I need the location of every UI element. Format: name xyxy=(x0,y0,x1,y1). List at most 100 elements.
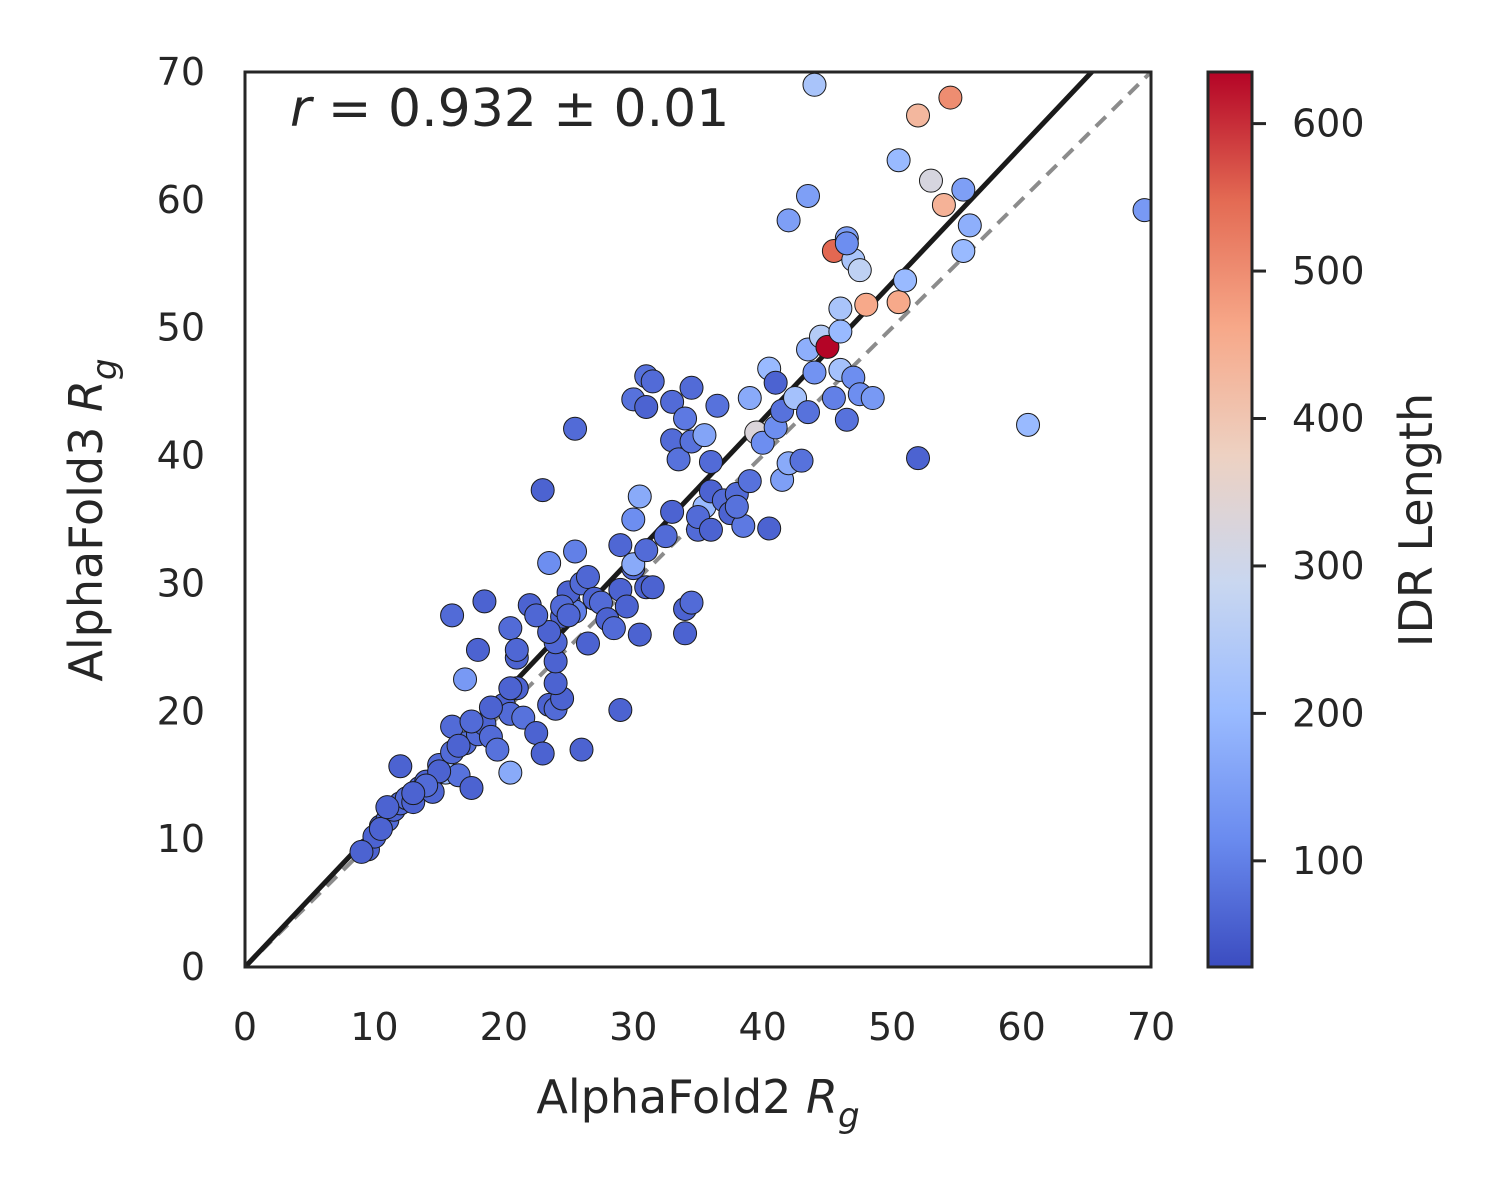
scatter-point xyxy=(563,416,588,441)
scatter-point xyxy=(575,631,600,656)
scatter-point xyxy=(886,148,911,173)
scatter-point xyxy=(692,423,717,448)
scatter-point xyxy=(1132,198,1151,223)
scatter-point xyxy=(653,524,678,549)
scatter-point xyxy=(627,622,652,647)
scatter-point xyxy=(569,737,594,762)
colorbar-ticks: 100 200 300 400 500 600 xyxy=(1252,102,1365,883)
x-tick-label: 0 xyxy=(233,1005,257,1049)
y-axis-label: AlphaFold3 Rg xyxy=(59,358,125,681)
colorbar-tick-label: 400 xyxy=(1292,396,1365,440)
scatter-point xyxy=(537,550,562,575)
x-tick-label: 70 xyxy=(1127,1005,1175,1049)
scatter-point xyxy=(802,72,827,97)
colorbar-tick-label: 300 xyxy=(1292,544,1365,588)
y-tick-label: 10 xyxy=(157,817,205,861)
scatter-point xyxy=(575,565,600,590)
scatter-point xyxy=(498,676,523,701)
correlation-value: = 0.932 ± 0.01 xyxy=(311,79,729,139)
scatter-point xyxy=(834,231,859,256)
plot-frame xyxy=(243,70,1153,969)
scatter-point xyxy=(446,733,471,758)
scatter-point xyxy=(705,393,730,418)
scatter-point xyxy=(472,589,497,614)
y-tick-label: 60 xyxy=(157,178,205,222)
scatter-point xyxy=(698,517,723,542)
x-tick-label: 50 xyxy=(868,1005,916,1049)
scatter-point xyxy=(906,446,931,471)
colorbar-gradient xyxy=(1206,70,1254,969)
scatter-point xyxy=(828,319,853,344)
scatter-point xyxy=(608,533,633,558)
scatter-point xyxy=(886,290,911,315)
colorbar-tick-label: 500 xyxy=(1292,249,1365,293)
y-tick-label: 0 xyxy=(181,945,205,989)
colorbar: 100 200 300 400 500 600 IDR Length xyxy=(1206,70,1443,969)
x-axis-label: AlphaFold2 Rg xyxy=(536,1070,859,1136)
scatter-point xyxy=(931,192,956,217)
colorbar-tick-label: 600 xyxy=(1292,102,1365,146)
scatter-point xyxy=(796,184,821,209)
scatter-point xyxy=(556,603,581,628)
scatter-point xyxy=(796,400,821,425)
colorbar-tick-label: 200 xyxy=(1292,691,1365,735)
scatter-point xyxy=(821,386,846,411)
scatter-point xyxy=(465,637,490,662)
scatter-point xyxy=(834,407,859,432)
scatter-point xyxy=(440,603,465,628)
y-tick-label: 20 xyxy=(157,689,205,733)
x-axis-label-subscript: g xyxy=(838,1096,860,1136)
data-points xyxy=(349,72,1151,864)
scatter-point xyxy=(660,389,685,414)
scatter-point xyxy=(375,795,400,820)
x-tick-label: 30 xyxy=(609,1005,657,1049)
scatter-point xyxy=(634,394,659,419)
correlation-annotation: r = 0.932 ± 0.01 xyxy=(290,79,729,139)
scatter-point xyxy=(459,776,484,800)
scatter-point xyxy=(802,360,827,385)
scatter-point xyxy=(673,406,698,431)
scatter-point xyxy=(388,754,413,779)
y-tick-label: 50 xyxy=(157,306,205,350)
scatter-point xyxy=(349,839,374,864)
x-axis-ticks: 0 10 20 30 40 50 60 70 xyxy=(233,1005,1175,1049)
scatter-point xyxy=(543,671,568,696)
scatter-point xyxy=(485,737,510,762)
y-axis-label-main: AlphaFold3 xyxy=(59,427,113,682)
scatter-point xyxy=(401,781,426,806)
scatter-point xyxy=(608,698,633,723)
scatter-point xyxy=(504,637,529,662)
scatter-point xyxy=(938,85,963,110)
scatter-point xyxy=(524,721,549,746)
colorbar-label: IDR Length xyxy=(1389,393,1443,647)
scatter-point xyxy=(614,594,639,619)
scatter-point xyxy=(530,478,555,503)
scatter-point xyxy=(789,448,814,473)
y-tick-label: 70 xyxy=(157,50,205,94)
x-tick-label: 10 xyxy=(350,1005,398,1049)
scatter-point xyxy=(698,449,723,474)
y-axis-ticks: 0 10 20 30 40 50 60 70 xyxy=(157,50,205,989)
scatter-point xyxy=(478,695,503,720)
scatter-point xyxy=(893,268,918,293)
x-tick-label: 40 xyxy=(739,1005,787,1049)
scatter-point xyxy=(951,239,976,263)
y-axis-label-symbol: R xyxy=(59,380,113,412)
plot-area xyxy=(243,70,1153,969)
scatter-point xyxy=(537,620,562,645)
scatter-point xyxy=(498,760,523,785)
x-axis-label-main: AlphaFold2 xyxy=(536,1070,791,1124)
scatter-point xyxy=(634,538,659,563)
scatter-point xyxy=(757,516,782,541)
colorbar-tick-label: 100 xyxy=(1292,839,1365,883)
scatter-point xyxy=(621,507,646,532)
scatter-point xyxy=(524,603,549,628)
x-tick-label: 60 xyxy=(997,1005,1045,1049)
y-tick-label: 40 xyxy=(157,434,205,478)
scatter-point xyxy=(660,499,685,524)
scatter-point xyxy=(860,386,885,411)
correlation-symbol: r xyxy=(290,79,315,139)
scatter-point xyxy=(679,375,704,400)
scatter-point xyxy=(601,616,626,641)
